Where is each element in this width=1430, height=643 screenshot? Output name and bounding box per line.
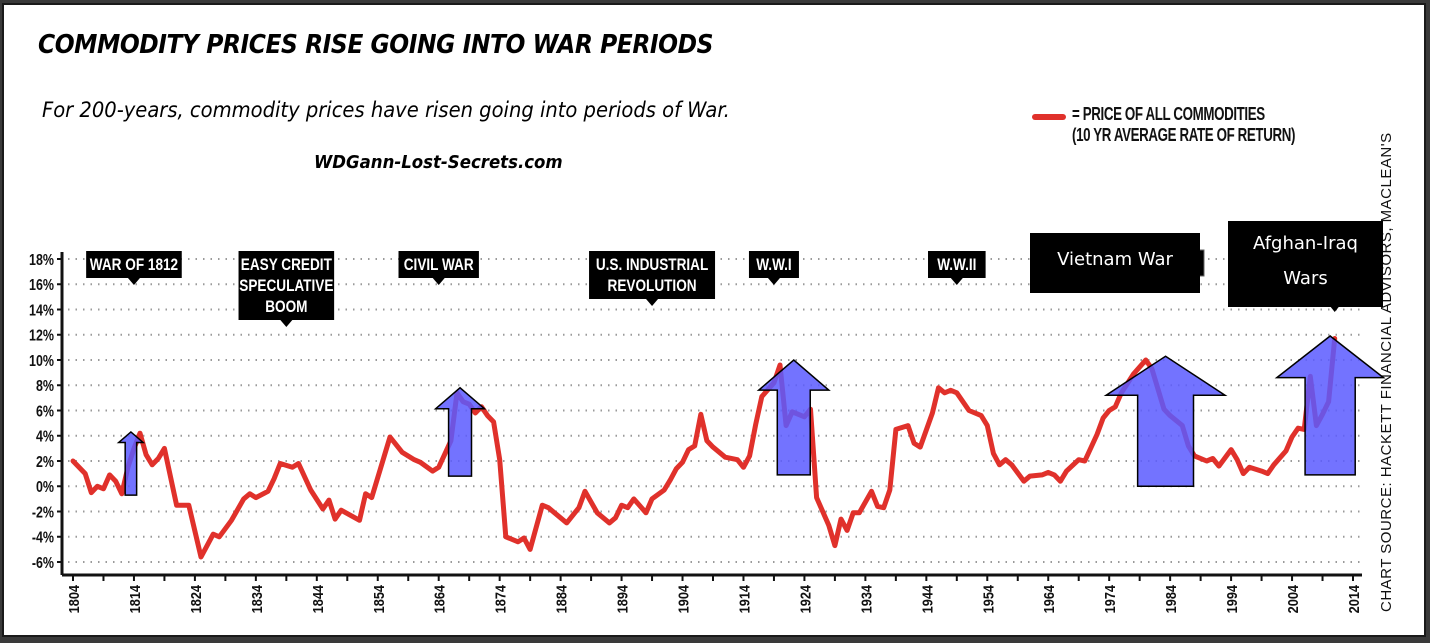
annotation-callout: W.W.II — [928, 251, 986, 285]
legend: = PRICE OF ALL COMMODITIES (10 YR AVERAG… — [1032, 104, 1373, 146]
legend-text: = PRICE OF ALL COMMODITIES (10 YR AVERAG… — [1072, 104, 1295, 146]
x-tick-label: 1884 — [553, 585, 570, 614]
annotation-pointer — [1330, 307, 1339, 312]
x-tick-label: 1954 — [979, 585, 996, 614]
x-tick-label: 1924 — [796, 585, 813, 614]
war-arrows-layer — [116, 335, 1386, 496]
y-tick-label: 16% — [29, 277, 54, 295]
annotation-label: WAR OF 1812 — [90, 256, 178, 275]
annotation-box — [1030, 233, 1200, 293]
annotation-label: BOOM — [265, 298, 307, 317]
annotation-callout: W.W.I — [748, 251, 799, 285]
y-tick-label: -4% — [32, 529, 54, 547]
x-tick-label: 1984 — [1162, 585, 1179, 614]
annotation-pointer — [127, 278, 140, 285]
x-tick-label: 1964 — [1040, 585, 1057, 614]
y-tick-label: -6% — [32, 555, 54, 573]
website-label: WDGann-Lost-Secrets.com — [314, 152, 563, 173]
annotation-label: W.W.II — [937, 256, 976, 275]
legend-line2: (10 YR AVERAGE RATE OF RETURN) — [1072, 125, 1296, 145]
war-arrow-vietnam-war — [1103, 355, 1228, 487]
annotation-box — [1228, 221, 1383, 307]
x-tick-label: 1974 — [1101, 585, 1118, 614]
y-tick-label: 6% — [36, 403, 54, 421]
y-tick-label: 10% — [29, 353, 54, 371]
annotation-pointer — [646, 299, 659, 306]
annotation-pointer — [432, 278, 445, 285]
x-tick-label: 1874 — [492, 585, 509, 614]
annotation-box — [589, 251, 716, 299]
x-tick-label: 1934 — [857, 585, 874, 614]
x-tick-label: 1914 — [735, 585, 752, 614]
chart-title: COMMODITY PRICES RISE GOING INTO WAR PER… — [38, 30, 713, 60]
war-arrow-war-of-1812 — [116, 430, 146, 496]
x-tick-label: 2014 — [1345, 585, 1362, 614]
annotation-callout: Vietnam War — [1030, 233, 1205, 293]
annotation-box — [86, 251, 182, 278]
annotation-label: Vietnam War — [1057, 249, 1173, 270]
y-tick-label: -2% — [32, 504, 54, 522]
annotation-label: REVOLUTION — [608, 277, 697, 296]
annotation-pointer — [280, 320, 293, 327]
series-layer — [70, 336, 1338, 560]
annotation-label: Wars — [1283, 268, 1327, 289]
annotation-label: Afghan-Iraq — [1253, 233, 1358, 254]
x-tick-label: 1994 — [1223, 585, 1240, 614]
series-line — [70, 336, 1338, 560]
chart-subtitle: For 200-years, commodity prices have ris… — [42, 98, 730, 122]
y-axis: 18% 16% 14% 12% 10% 8% 6% 4% 2% 0% -2% -4% -6% — [29, 252, 64, 575]
annotations-layer: WAR OF 1812 EASY CREDIT SPECULATIVE BOOM CIV… — [86, 221, 1383, 327]
annotation-callout: WAR OF 1812 — [86, 251, 182, 285]
y-tick-label: 4% — [36, 428, 54, 446]
annotation-box — [928, 251, 986, 278]
annotation-box — [748, 251, 799, 278]
annotation-callout: Afghan-Iraq Wars — [1228, 221, 1383, 312]
y-tick-label: 8% — [36, 378, 54, 396]
annotation-pointer — [950, 278, 963, 285]
y-tick-label: 0% — [36, 479, 54, 497]
x-tick-label: 1844 — [309, 585, 326, 614]
annotation-callout: EASY CREDIT SPECULATIVE BOOM — [238, 251, 335, 327]
y-tick-label: 2% — [36, 454, 54, 472]
annotation-label: EASY CREDIT — [241, 256, 333, 275]
y-tick-label: 14% — [29, 302, 54, 320]
annotation-label: W.W.I — [756, 256, 791, 275]
x-axis: 1804 1814 1824 1834 1844 1854 1864 1874 1884 1894… — [62, 573, 1362, 614]
annotation-label: U.S. INDUSTRIAL — [596, 256, 708, 275]
x-tick-label: 1904 — [675, 585, 692, 614]
war-arrow-afghan-iraq-wars — [1274, 335, 1386, 476]
x-tick-label: 1804 — [65, 585, 82, 614]
x-tick-label: 1894 — [614, 585, 631, 614]
x-tick-label: 1944 — [918, 585, 935, 614]
annotation-box — [238, 251, 335, 320]
legend-line1: = PRICE OF ALL COMMODITIES — [1072, 104, 1265, 124]
x-tick-label: 1854 — [370, 585, 387, 614]
legend-line-swatch — [1032, 114, 1066, 120]
annotation-label: SPECULATIVE — [239, 277, 333, 296]
annotation-box — [398, 251, 479, 278]
x-tick-label: 1864 — [431, 585, 448, 614]
x-tick-label: 1814 — [126, 585, 143, 614]
annotation-callout: CIVIL WAR — [398, 251, 479, 285]
annotation-callout: U.S. INDUSTRIAL REVOLUTION — [589, 251, 716, 306]
y-tick-label: 18% — [29, 252, 54, 270]
x-tick-label: 1834 — [248, 585, 265, 614]
war-arrow-civil-war — [433, 386, 487, 477]
y-tick-label: 12% — [29, 327, 54, 345]
annotation-label: CIVIL WAR — [404, 256, 474, 275]
x-tick-label: 2004 — [1284, 585, 1301, 614]
annotation-pointer — [767, 278, 780, 285]
x-tick-label: 1824 — [187, 585, 204, 614]
war-arrow-wwi — [756, 359, 831, 476]
